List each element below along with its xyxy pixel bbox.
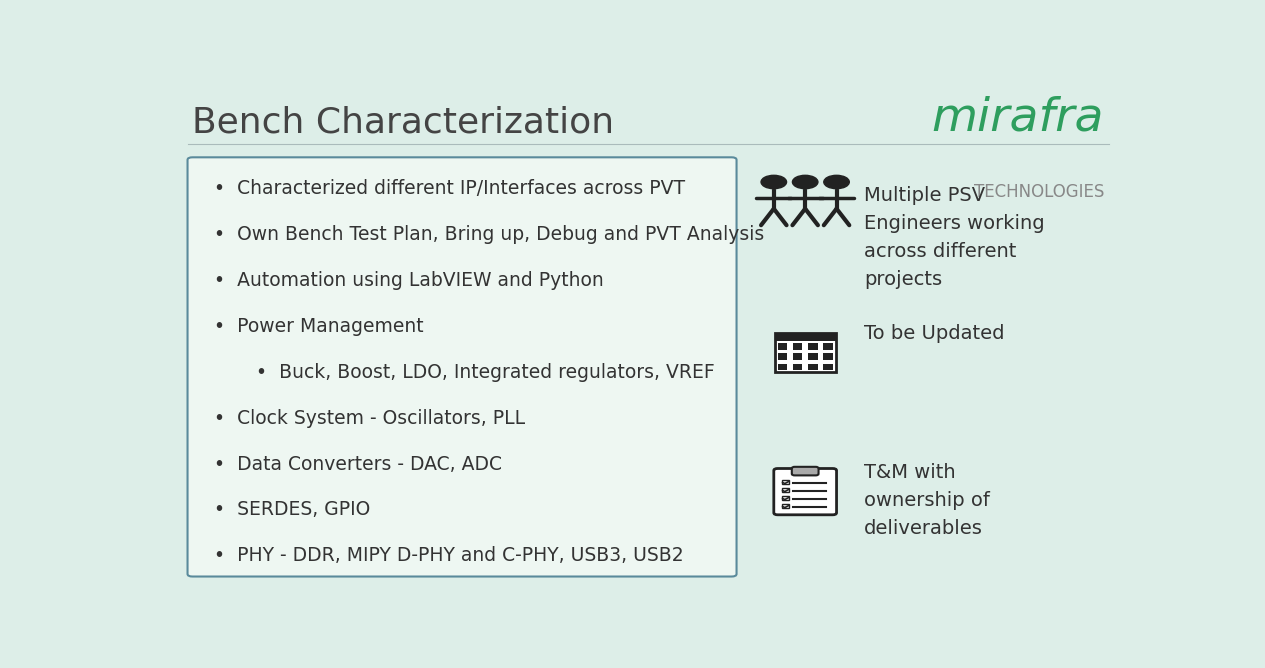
FancyBboxPatch shape xyxy=(774,333,836,372)
FancyBboxPatch shape xyxy=(808,363,817,370)
FancyBboxPatch shape xyxy=(774,468,836,515)
Text: Multiple PSV
Engineers working
across different
projects: Multiple PSV Engineers working across di… xyxy=(864,186,1045,289)
FancyBboxPatch shape xyxy=(782,488,788,492)
Text: TECHNOLOGIES: TECHNOLOGIES xyxy=(974,183,1104,201)
Text: To be Updated: To be Updated xyxy=(864,325,1004,343)
Circle shape xyxy=(824,175,849,188)
Text: •  Buck, Boost, LDO, Integrated regulators, VREF: • Buck, Boost, LDO, Integrated regulator… xyxy=(256,363,715,381)
Text: •  Characterized different IP/Interfaces across PVT: • Characterized different IP/Interfaces … xyxy=(214,178,686,198)
FancyBboxPatch shape xyxy=(782,496,788,500)
Text: Bench Characterization: Bench Characterization xyxy=(192,106,615,140)
FancyBboxPatch shape xyxy=(808,353,817,360)
FancyBboxPatch shape xyxy=(778,353,787,360)
Text: T&M with
ownership of
deliverables: T&M with ownership of deliverables xyxy=(864,464,990,538)
Text: •  Data Converters - DAC, ADC: • Data Converters - DAC, ADC xyxy=(214,454,502,474)
Text: •  Power Management: • Power Management xyxy=(214,317,424,335)
Text: •  PHY - DDR, MIPY D-PHY and C-PHY, USB3, USB2: • PHY - DDR, MIPY D-PHY and C-PHY, USB3,… xyxy=(214,546,683,565)
FancyBboxPatch shape xyxy=(793,353,802,360)
FancyBboxPatch shape xyxy=(778,343,787,349)
FancyBboxPatch shape xyxy=(187,157,736,576)
FancyBboxPatch shape xyxy=(792,467,818,476)
Circle shape xyxy=(762,175,787,188)
FancyBboxPatch shape xyxy=(782,504,788,508)
FancyBboxPatch shape xyxy=(808,343,817,349)
FancyBboxPatch shape xyxy=(782,480,788,484)
FancyBboxPatch shape xyxy=(824,353,832,360)
FancyBboxPatch shape xyxy=(793,363,802,370)
Text: •  SERDES, GPIO: • SERDES, GPIO xyxy=(214,500,371,520)
FancyBboxPatch shape xyxy=(824,363,832,370)
Text: •  Own Bench Test Plan, Bring up, Debug and PVT Analysis: • Own Bench Test Plan, Bring up, Debug a… xyxy=(214,224,764,244)
FancyBboxPatch shape xyxy=(824,343,832,349)
Circle shape xyxy=(792,175,818,188)
FancyBboxPatch shape xyxy=(774,333,836,341)
FancyBboxPatch shape xyxy=(778,363,787,370)
Text: mirafra: mirafra xyxy=(932,96,1104,140)
Text: •  Clock System - Oscillators, PLL: • Clock System - Oscillators, PLL xyxy=(214,409,525,428)
Text: •  Automation using LabVIEW and Python: • Automation using LabVIEW and Python xyxy=(214,271,603,290)
FancyBboxPatch shape xyxy=(793,343,802,349)
